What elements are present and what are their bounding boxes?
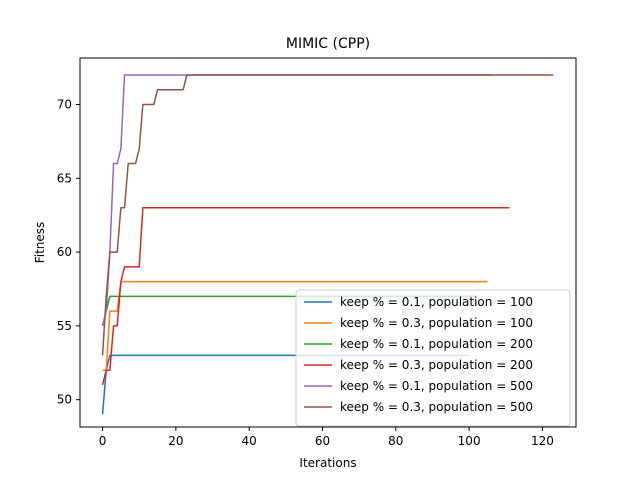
y-tick-label: 50 <box>57 393 72 407</box>
legend: keep % = 0.1, population = 100 keep % = 0… <box>295 289 571 427</box>
legend-label-2: keep % = 0.3, population = 100 <box>340 316 533 330</box>
x-tick-label: 120 <box>531 434 554 448</box>
x-tick-label: 40 <box>242 434 257 448</box>
series-line-5 <box>101 74 492 327</box>
legend-box <box>295 289 571 427</box>
x-tick-label: 100 <box>458 434 481 448</box>
series-line-1 <box>101 354 470 415</box>
series-line-6 <box>101 74 554 356</box>
x-tick-label: 80 <box>388 434 403 448</box>
legend-label-1: keep % = 0.1, population = 100 <box>340 295 533 309</box>
y-axis-title: Fitness <box>33 222 47 264</box>
y-tick-label: 70 <box>57 97 72 111</box>
y-tick-label: 60 <box>57 245 72 259</box>
legend-label-3: keep % = 0.1, population = 200 <box>340 337 533 351</box>
y-axis: 50 55 60 65 70 <box>57 97 80 407</box>
chart-title: MIMIC (CPP) <box>286 36 370 52</box>
series-line-4 <box>101 207 510 386</box>
plot-frame <box>79 57 577 428</box>
y-tick-label: 55 <box>57 319 72 333</box>
y-tick-label: 65 <box>57 171 72 185</box>
series-layer <box>101 74 554 415</box>
x-axis: 0 20 40 60 80 100 120 <box>99 427 554 448</box>
legend-label-6: keep % = 0.3, population = 500 <box>340 400 533 414</box>
legend-label-5: keep % = 0.1, population = 500 <box>340 379 533 393</box>
x-tick-label: 0 <box>99 434 107 448</box>
x-tick-label: 20 <box>168 434 183 448</box>
x-tick-label: 60 <box>315 434 330 448</box>
x-axis-title: Iterations <box>299 456 356 470</box>
legend-label-4: keep % = 0.3, population = 200 <box>340 358 533 372</box>
